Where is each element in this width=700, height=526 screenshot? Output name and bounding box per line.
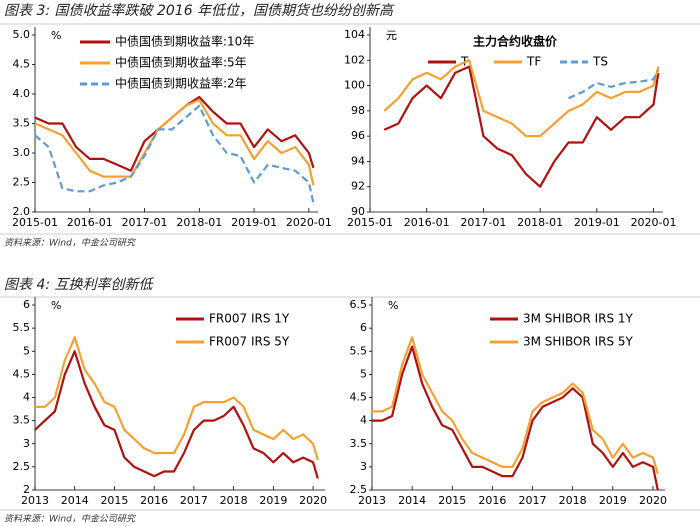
legend-label: 中债国债到期收益率:10年 (115, 34, 254, 49)
y-tick-label: 3.5 (350, 437, 368, 450)
y-tick-label: 2.5 (13, 460, 31, 473)
y-unit: % (51, 29, 61, 42)
y-tick-label: 5 (360, 367, 367, 380)
x-tick-label: 2017 (519, 494, 547, 507)
series-line (372, 345, 659, 491)
x-tick-label: 2015-01 (12, 216, 58, 229)
series-line (35, 336, 319, 461)
y-tick-label: 92 (351, 180, 365, 193)
chart-title: 主力合约收盘价 (473, 34, 558, 49)
series-line (34, 98, 315, 186)
y-tick-label: 98 (351, 104, 365, 117)
x-tick-label: 2013 (358, 494, 386, 507)
x-tick-label: 2020 (299, 494, 327, 507)
legend-label: FR007 IRS 5Y (209, 335, 290, 349)
x-tick-label: 2015 (100, 494, 128, 507)
y-tick-label: 4 (360, 414, 367, 427)
y-tick-label: 6 (360, 321, 367, 334)
y-tick-label: 104 (344, 28, 365, 41)
y-tick-label: 2.0 (13, 205, 31, 218)
x-tick-label: 2019-01 (574, 216, 620, 229)
figure-title: 图表 4: 互换利率创新低 (4, 277, 155, 293)
y-tick-label: 3.5 (13, 414, 31, 427)
x-tick-label: 2016-01 (67, 216, 113, 229)
y-tick-label: 102 (344, 53, 365, 66)
y-tick-label: 5 (23, 344, 30, 357)
y-tick-label: 6 (23, 298, 30, 311)
x-tick-label: 2016-01 (404, 216, 450, 229)
x-tick-label: 2016 (140, 494, 168, 507)
legend-label: TS (592, 55, 608, 69)
legend-label: TF (526, 55, 541, 69)
x-tick-label: 2013 (21, 494, 49, 507)
x-tick-label: 2017 (180, 494, 208, 507)
legend-label: 中债国债到期收益率:5年 (115, 55, 247, 70)
legend-label: 3M SHIBOR IRS 1Y (523, 312, 634, 326)
x-tick-label: 2018 (220, 494, 248, 507)
y-tick-label: 3.0 (13, 146, 31, 159)
series-line (568, 69, 660, 100)
y-tick-label: 90 (351, 205, 365, 218)
legend-label: FR007 IRS 1Y (209, 312, 290, 326)
y-tick-label: 3.5 (13, 117, 31, 130)
y-tick-label: 6.5 (350, 298, 368, 311)
y-tick-label: 3 (360, 460, 367, 473)
y-tick-label: 94 (351, 154, 365, 167)
y-tick-label: 5.0 (13, 28, 31, 41)
y-tick-label: 100 (344, 79, 365, 92)
x-tick-label: 2018-01 (176, 216, 222, 229)
y-tick-label: 4.5 (13, 367, 31, 380)
x-tick-label: 2015 (438, 494, 466, 507)
source-note: 资料来源：Wind，中金公司研究 (4, 514, 136, 525)
y-tick-label: 2.5 (350, 483, 368, 496)
x-tick-label: 2019 (599, 494, 627, 507)
y-unit: 元 (386, 29, 397, 42)
x-tick-label: 2014 (398, 494, 426, 507)
x-tick-label: 2020-01 (631, 216, 677, 229)
y-tick-label: 3 (23, 437, 30, 450)
series-line (34, 104, 315, 204)
legend-label: 中债国债到期收益率:2年 (115, 76, 247, 91)
series-line (34, 95, 315, 172)
series-line (383, 59, 660, 138)
legend-label: 3M SHIBOR IRS 5Y (523, 335, 634, 349)
x-tick-label: 2016 (478, 494, 506, 507)
x-tick-label: 2019 (259, 494, 287, 507)
y-tick-label: 2 (23, 483, 30, 496)
series-line (34, 350, 319, 479)
y-unit: % (388, 299, 398, 312)
y-tick-label: 4.5 (13, 58, 31, 71)
x-tick-label: 2017-01 (122, 216, 168, 229)
x-tick-label: 2015-01 (347, 216, 393, 229)
figure-title: 图表 3: 国债收益率跌破 2016 年低位，国债期货也纷纷创新高 (4, 3, 395, 19)
x-tick-label: 2019-01 (231, 216, 277, 229)
y-tick-label: 2.5 (13, 176, 31, 189)
y-tick-label: 4.5 (350, 391, 368, 404)
source-note: 资料来源：Wind，中金公司研究 (4, 238, 136, 249)
y-unit: % (51, 299, 61, 312)
x-tick-label: 2018-01 (517, 216, 563, 229)
y-tick-label: 5.5 (350, 344, 368, 357)
x-tick-label: 2017-01 (460, 216, 506, 229)
x-tick-label: 2014 (61, 494, 89, 507)
x-tick-label: 2020-01 (286, 216, 332, 229)
x-tick-label: 2020 (639, 494, 667, 507)
y-tick-label: 96 (351, 129, 365, 142)
y-tick-label: 4 (23, 391, 30, 404)
y-tick-label: 4.0 (13, 87, 31, 100)
series-line (383, 65, 660, 188)
x-tick-label: 2018 (559, 494, 587, 507)
y-tick-label: 5.5 (13, 321, 31, 334)
series-line (372, 336, 659, 475)
